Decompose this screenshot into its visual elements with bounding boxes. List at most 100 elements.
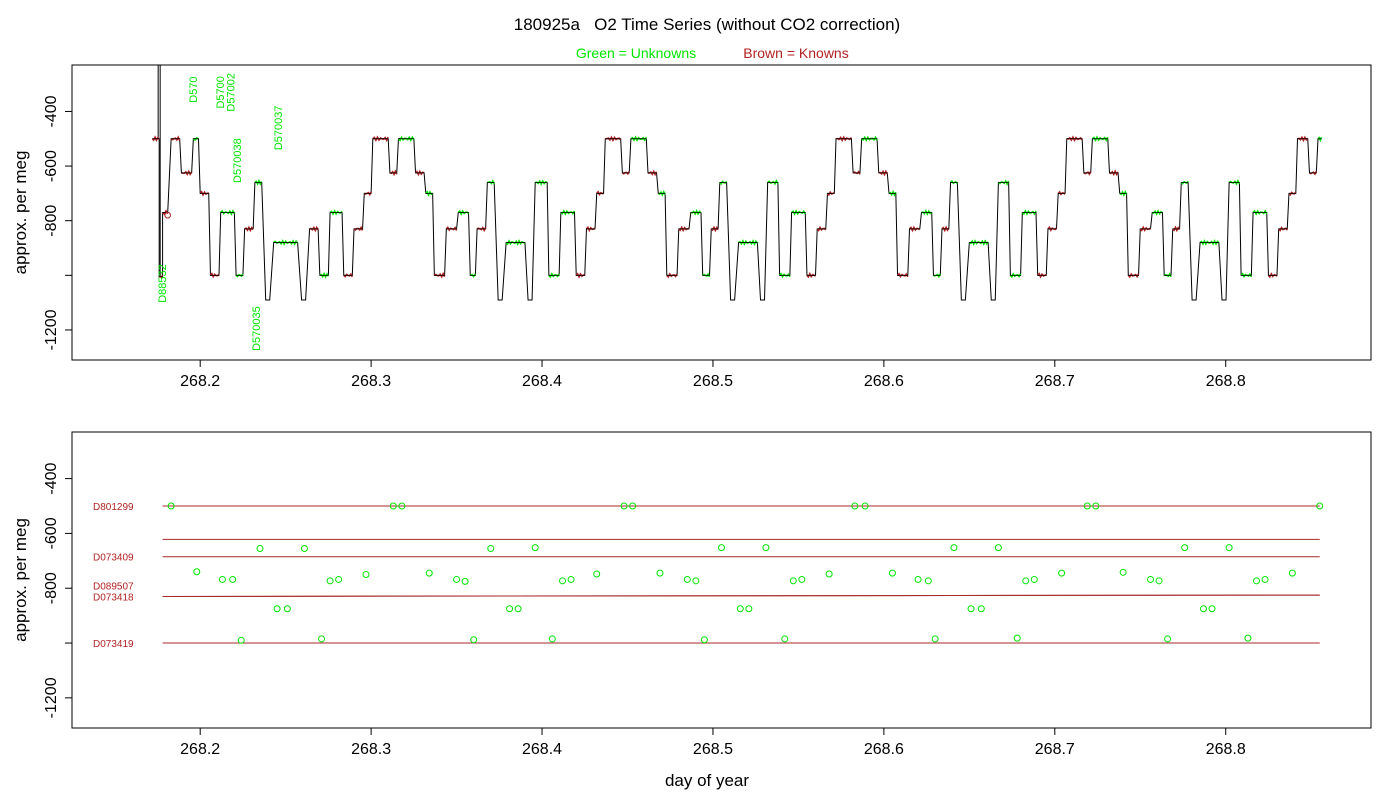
unknown-sample-point [1013,634,1021,642]
known-marker [164,211,172,219]
x-axis-label: day of year [665,771,749,790]
unknown-sample-point [273,605,281,613]
unknown-sample-point [781,635,789,643]
unknown-sample-point [389,502,397,510]
unknown-sample-point [559,577,567,585]
unknown-sample-point [861,502,869,510]
unknown-sample-point [1181,544,1189,552]
unknown-sample-point [825,570,833,578]
unknown-sample-point [950,544,958,552]
unknown-sample-point [789,577,797,585]
known-plateau [244,225,254,233]
unknown-sample-point [798,575,806,583]
sample-id-label: D88532 [157,264,169,303]
start-spike [157,65,161,277]
x-tick-label: 268.2 [180,373,220,390]
x-tick-label: 268.6 [864,741,904,758]
unknown-sample-point [1058,569,1066,577]
known-reference-label: D073409 [93,553,134,564]
unknown-sample-point [167,502,175,510]
unknown-sample-point [1147,575,1155,583]
known-plateau [170,135,181,142]
known-plateau [816,225,827,232]
unknown-sample-point [656,569,664,577]
unknown-sample-point [700,636,708,644]
unknown-sample-point [683,575,691,583]
unknown-sample-point [218,575,226,583]
unknown-sample-point [567,575,575,583]
unknown-sample-point [1022,577,1030,585]
x-tick-label: 268.8 [1206,373,1246,390]
known-plateau [1278,226,1288,232]
known-plateau [476,226,487,233]
unknown-sample-point [692,577,700,585]
x-tick-label: 268.6 [864,373,904,390]
x-tick-label: 268.3 [351,373,391,390]
unknown-sample-point [229,575,237,583]
unknown-sample-point [1083,502,1091,510]
x-tick-label: 268.7 [1035,373,1075,390]
unknown-sample-point [977,605,985,613]
unknown-sample-point [718,544,725,552]
known-plateau [1109,169,1119,177]
known-reference-line [162,594,1320,597]
unknown-sample-point [548,635,556,643]
x-tick-label: 268.8 [1206,741,1246,758]
unknown-plateau [319,271,330,279]
unknown-sample-point [1119,568,1127,576]
known-plateau [414,169,425,177]
unknown-sample-point [620,502,628,510]
y-tick-label: -600 [43,517,60,549]
unknown-sample-point [326,577,334,585]
unknown-sample-point [461,577,469,585]
unknown-sample-point [914,575,922,583]
sample-id-label: D570038 [232,138,244,183]
unknown-sample-point [256,544,264,552]
unknown-sample-point [888,569,896,577]
known-reference-label: D073418 [93,592,134,603]
sample-id-label: D57002 [225,73,237,112]
y-tick-label: -400 [43,462,60,494]
unknown-sample-point [283,605,291,613]
unknown-sample-point [745,605,753,613]
unknown-sample-point [531,544,539,552]
unknown-sample-point [1252,577,1260,585]
unknown-sample-point [1244,634,1252,642]
y-tick-label: -1200 [43,309,60,350]
unknown-sample-point [193,568,201,576]
unknown-sample-point [398,502,406,510]
y-tick-label: -400 [43,95,60,127]
unknown-sample-point [851,502,859,510]
known-plateau [1047,225,1058,232]
sample-id-label: D570 [188,76,200,102]
unknown-sample-point [1225,544,1233,552]
unknown-sample-point [1030,575,1038,583]
unknown-sample-point [453,575,461,583]
plot-frame [71,64,1372,361]
x-tick-label: 268.7 [1035,741,1075,758]
unknown-sample-point [514,605,522,613]
unknown-sample-point [1261,575,1269,583]
y-tick-label: -1200 [43,677,60,718]
known-plateau [209,272,220,279]
chart-title: 180925a O2 Time Series (without CO2 corr… [514,15,900,34]
x-tick-label: 268.5 [693,741,733,758]
unknown-sample-point [506,605,514,613]
known-reference-label: D801299 [93,502,134,513]
unknown-sample-point [362,571,370,579]
sample-id-label: D5700 [215,76,227,108]
unknown-sample-point [1316,502,1324,510]
unknown-sample-point [470,636,478,644]
unknown-sample-point [1288,569,1296,577]
unknown-sample-point [1092,502,1100,510]
unknown-sample-point [1155,577,1163,585]
y-tick-label: -800 [43,572,60,604]
unknown-sample-point [237,636,245,644]
unknown-sample-point [629,502,637,510]
unknown-sample-point [318,635,326,643]
plot-frame [71,431,1372,729]
unknown-sample-point [967,605,975,613]
x-tick-label: 268.4 [522,741,562,758]
